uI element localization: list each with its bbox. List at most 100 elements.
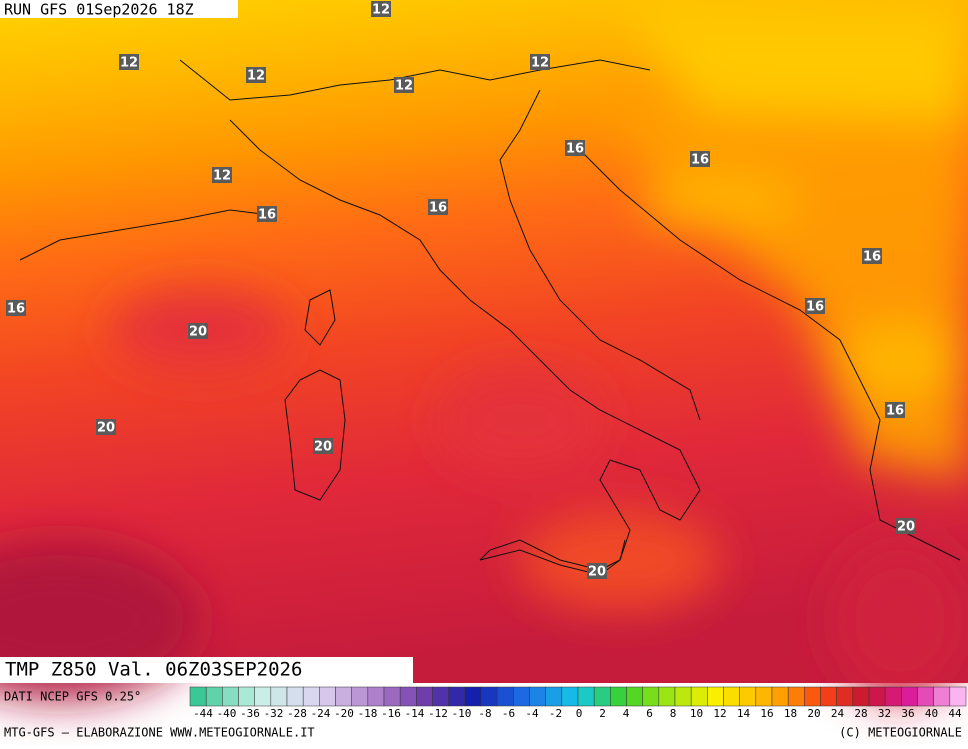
contour-label: 20 xyxy=(588,565,606,580)
colorbar-swatch xyxy=(561,686,579,707)
colorbar-swatch xyxy=(949,686,967,707)
contour-label-box xyxy=(587,563,607,579)
colorbar-swatch xyxy=(917,686,934,707)
colorbar-swatch xyxy=(593,686,611,707)
colorbar-swatch xyxy=(254,686,272,707)
colorbar-label: -36 xyxy=(240,707,260,720)
contour-label: 16 xyxy=(429,201,447,216)
colorbar-swatch xyxy=(674,686,692,707)
colorbar-label: -28 xyxy=(287,707,307,720)
contour-label-box xyxy=(530,54,550,70)
contour-label-box xyxy=(257,206,277,222)
contour-label: 12 xyxy=(247,69,265,84)
contour-label: 20 xyxy=(314,440,332,455)
coastlines xyxy=(19,59,961,576)
colorbar-swatch xyxy=(739,686,757,707)
colorbar-label: -8 xyxy=(478,707,491,720)
colorbar-swatch xyxy=(335,686,352,707)
colorbar-label: 6 xyxy=(646,707,653,720)
colorbar-label: -20 xyxy=(334,707,354,720)
colorbar: -44 -40 -36 -32 -28 -24 -20 -18 -16 -14 -12 -10 -8 -6… xyxy=(189,686,967,720)
title-box xyxy=(0,657,413,683)
contour-label: 16 xyxy=(863,250,881,265)
colorbar-label: -4 xyxy=(525,707,539,720)
colorbar-label: 28 xyxy=(854,707,867,720)
colorbar-swatch xyxy=(901,686,918,707)
colorbar-swatch xyxy=(448,686,466,707)
contour-label-box xyxy=(862,248,882,264)
colorbar-swatch xyxy=(545,686,563,707)
contour-label-box xyxy=(885,402,905,418)
contour-label: 12 xyxy=(372,3,390,18)
contour-label: 12 xyxy=(120,56,138,71)
contour-labels: 12 12 12 12 12 12 16 16 16 16 16 16 16 16 20 20 20 20 20 xyxy=(6,1,916,580)
colorbar-label: 14 xyxy=(737,707,751,720)
colorbar-label: -24 xyxy=(311,707,331,720)
contour-label-box xyxy=(188,323,208,339)
contour-label-box xyxy=(313,438,333,454)
colorbar-swatch xyxy=(771,686,789,707)
colorbar-swatch xyxy=(222,686,239,707)
colorbar-label: -14 xyxy=(405,707,425,720)
colorbar-swatch xyxy=(302,686,320,707)
map-title: TMP Z850 Val. 06Z03SEP2026 xyxy=(5,659,302,681)
colorbar-swatch xyxy=(205,686,223,707)
colorbar-swatch xyxy=(270,686,288,707)
contour-label: 12 xyxy=(213,169,231,184)
colorbar-swatch xyxy=(383,686,401,707)
colorbar-label: 2 xyxy=(599,707,606,720)
colorbar-label: 18 xyxy=(784,707,797,720)
credit-right: (C) METEOGIORNALE xyxy=(839,726,962,740)
colorbar-swatch xyxy=(884,686,902,707)
colorbar-swatch xyxy=(868,686,886,707)
contour-label: 12 xyxy=(531,56,549,71)
contour-label-box xyxy=(212,167,232,183)
credit-left: MTG-GFS — ELABORAZIONE WWW.METEOGIORNALE… xyxy=(4,726,315,740)
data-source: DATI NCEP GFS 0.25° xyxy=(4,690,141,704)
contour-label-box xyxy=(6,300,26,316)
contour-label-box xyxy=(119,54,139,70)
contour-label-box xyxy=(565,140,585,156)
contour-label-box xyxy=(246,67,266,83)
colorbar-swatch xyxy=(513,686,530,707)
contour-label: 16 xyxy=(806,300,824,315)
run-box xyxy=(0,0,238,18)
colorbar-label: 44 xyxy=(948,707,962,720)
colorbar-swatch xyxy=(464,686,482,707)
colorbar-swatch xyxy=(480,686,498,707)
colorbar-swatch xyxy=(642,686,660,707)
contour-label: 16 xyxy=(886,404,904,419)
colorbar-swatch xyxy=(836,686,854,707)
contour-label-box xyxy=(428,199,448,215)
colorbar-label: -40 xyxy=(217,707,237,720)
colorbar-label: 12 xyxy=(713,707,726,720)
colorbar-swatch xyxy=(723,686,740,707)
colorbar-swatch xyxy=(432,686,449,707)
colorbar-label: -10 xyxy=(452,707,472,720)
colorbar-swatch xyxy=(238,686,255,707)
contour-label-box xyxy=(96,419,116,435)
contour-label-box xyxy=(896,518,916,534)
contour-label: 16 xyxy=(258,208,276,223)
colorbar-label: 8 xyxy=(670,707,677,720)
colorbar-label: -12 xyxy=(428,707,448,720)
colorbar-swatch xyxy=(852,686,870,707)
colorbar-swatch xyxy=(577,686,595,707)
colorbar-swatch xyxy=(933,686,951,707)
colorbar-swatch xyxy=(367,686,385,707)
contour-label-box xyxy=(394,77,414,93)
contour-label-box xyxy=(690,151,710,167)
contour-label: 20 xyxy=(189,325,207,340)
colorbar-label: 0 xyxy=(576,707,583,720)
colorbar-label: 24 xyxy=(831,707,845,720)
colorbar-label: 32 xyxy=(878,707,891,720)
contour-label: 20 xyxy=(97,421,115,436)
colorbar-swatch xyxy=(399,686,417,707)
colorbar-swatch xyxy=(416,686,433,707)
contour-label-box xyxy=(371,1,391,17)
colorbar-label: 36 xyxy=(901,707,914,720)
colorbar-swatch xyxy=(755,686,773,707)
contour-label: 12 xyxy=(395,79,413,94)
